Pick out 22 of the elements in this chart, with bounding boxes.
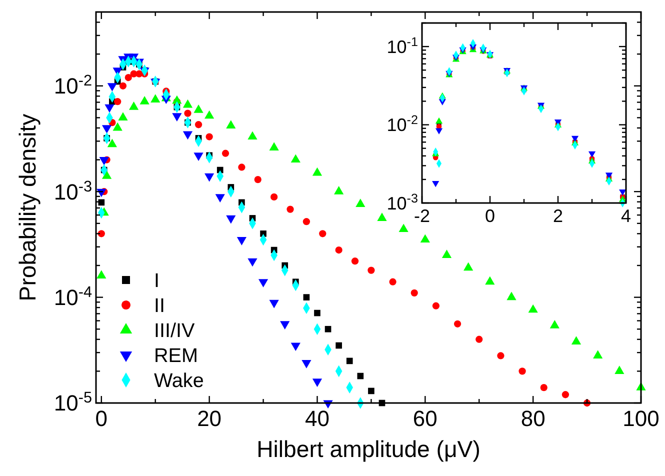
- y-axis-title: Probability density: [14, 113, 40, 302]
- y-tick-label: 10$^{-4}$: [54, 283, 92, 310]
- y-tick-label: 10$^{-2}$: [54, 72, 92, 99]
- x-tick-label: 20: [197, 406, 222, 432]
- legend-label: Wake: [154, 370, 204, 392]
- y-tick-label: 10$^{-5}$: [54, 389, 92, 416]
- x-tick-label: 0: [484, 206, 496, 226]
- x-tick-label: 60: [412, 406, 438, 432]
- x-tick-label: 0: [95, 406, 108, 432]
- legend-label: III/IV: [154, 320, 196, 342]
- x-tick-label: 2: [552, 206, 564, 226]
- x-tick-label: 40: [304, 406, 330, 432]
- y-tick-label: 10$^{-1}$: [386, 34, 418, 57]
- x-tick-label: 4: [620, 206, 632, 226]
- y-tick-label: 10$^{-2}$: [386, 113, 418, 136]
- x-axis-title: Hilbert amplitude (μV): [256, 436, 480, 462]
- legend-label: I: [154, 270, 160, 292]
- legend-label: II: [154, 295, 165, 317]
- x-tick-label: 100: [622, 406, 660, 432]
- x-tick-label: 80: [520, 406, 546, 432]
- y-tick-label: 10$^{-3}$: [54, 178, 92, 204]
- legend-label: REM: [154, 345, 198, 367]
